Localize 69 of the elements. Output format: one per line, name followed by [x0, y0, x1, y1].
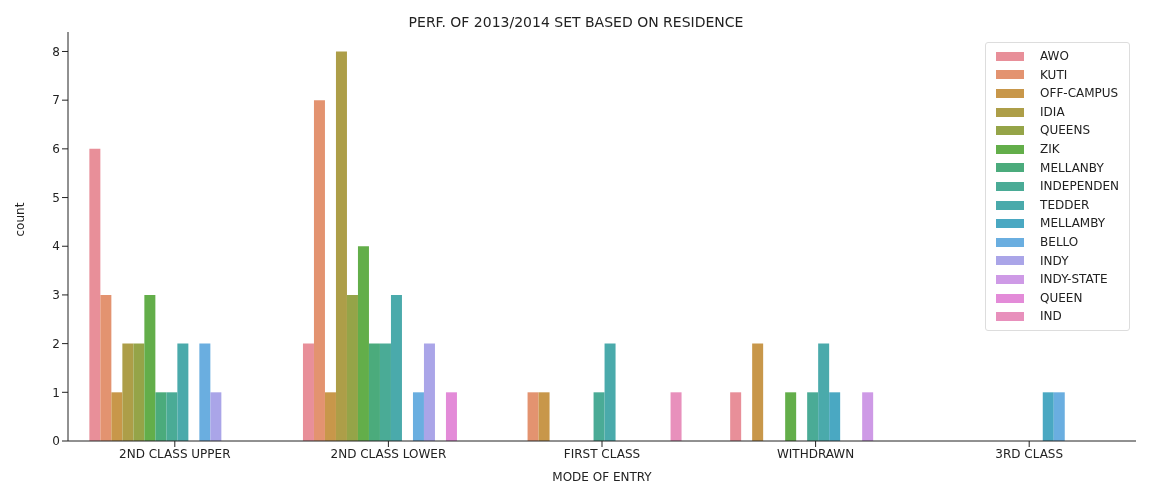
bar: [122, 343, 134, 441]
y-tick-label: 6: [52, 142, 60, 157]
y-tick-label: 1: [52, 385, 60, 400]
bar: [527, 392, 539, 441]
bar: [785, 392, 797, 441]
bar: [199, 343, 211, 441]
bar: [412, 392, 424, 441]
bar: [818, 343, 830, 441]
bar: [313, 100, 325, 441]
legend-label: TEDDER: [1040, 196, 1090, 214]
bar: [730, 392, 742, 441]
legend-label: KUTI: [1040, 66, 1068, 84]
chart-title: PERF. OF 2013/2014 SET BASED ON RESIDENCE: [407, 14, 745, 30]
legend-label: QUEENS: [1040, 122, 1091, 140]
bar: [324, 392, 336, 441]
bar: [111, 392, 123, 441]
bar: [390, 294, 402, 441]
bar: [670, 392, 682, 441]
bar: [445, 392, 457, 441]
legend-label: MELLANBY: [1040, 159, 1104, 177]
y-tick-label: 8: [52, 44, 60, 59]
legend-label: IND: [1040, 308, 1062, 326]
bar: [166, 392, 178, 441]
bar: [302, 343, 314, 441]
bar: [368, 343, 380, 441]
y-tick-label: 7: [52, 93, 60, 108]
bar: [1053, 392, 1065, 441]
bar: [752, 343, 764, 441]
bar: [807, 392, 819, 441]
x-tick-label: 2ND CLASS UPPER: [119, 446, 231, 461]
legend-label: BELLO: [1040, 233, 1079, 251]
bar: [346, 294, 358, 441]
x-tick-label: 2ND CLASS LOWER: [330, 446, 447, 461]
bar: [335, 51, 347, 441]
x-axis-title: MODE OF ENTRY: [552, 470, 653, 484]
y-tick-label: 4: [52, 239, 60, 254]
x-tick-label: FIRST CLASS: [563, 446, 641, 461]
bar: [210, 392, 222, 441]
y-tick-label: 2: [52, 336, 60, 351]
bar: [155, 392, 167, 441]
bar: [177, 343, 189, 441]
legend-label: QUEEN: [1040, 289, 1083, 307]
bar: [862, 392, 874, 441]
legend-label: MELLAMBY: [1040, 215, 1106, 233]
bar: [357, 246, 369, 441]
x-tick-label: WITHDRAWN: [776, 446, 855, 461]
y-axis-title: count: [13, 202, 28, 237]
bar: [423, 343, 435, 441]
bar: [829, 392, 841, 441]
y-tick-label: 5: [52, 190, 60, 205]
x-tick-label: 3RD CLASS: [995, 446, 1064, 461]
legend-label: OFF-CAMPUS: [1040, 85, 1119, 103]
bar: [538, 392, 550, 441]
y-tick-label: 0: [52, 434, 60, 449]
y-tick-label: 3: [52, 288, 60, 303]
legend-label: IDIA: [1040, 103, 1065, 121]
bar: [133, 343, 145, 441]
bar: [604, 343, 616, 441]
legend-label: ZIK: [1040, 140, 1060, 158]
legend-label: AWO: [1040, 48, 1069, 65]
bar: [1042, 392, 1054, 441]
bar: [100, 294, 112, 441]
bar: [593, 392, 605, 441]
bar: [89, 148, 101, 441]
legend-label: INDEPENDEN: [1040, 178, 1119, 196]
bar: [379, 343, 391, 441]
legend-label: INDY-STATE: [1040, 271, 1108, 289]
legend-label: INDY: [1040, 252, 1069, 270]
bar: [144, 294, 156, 441]
